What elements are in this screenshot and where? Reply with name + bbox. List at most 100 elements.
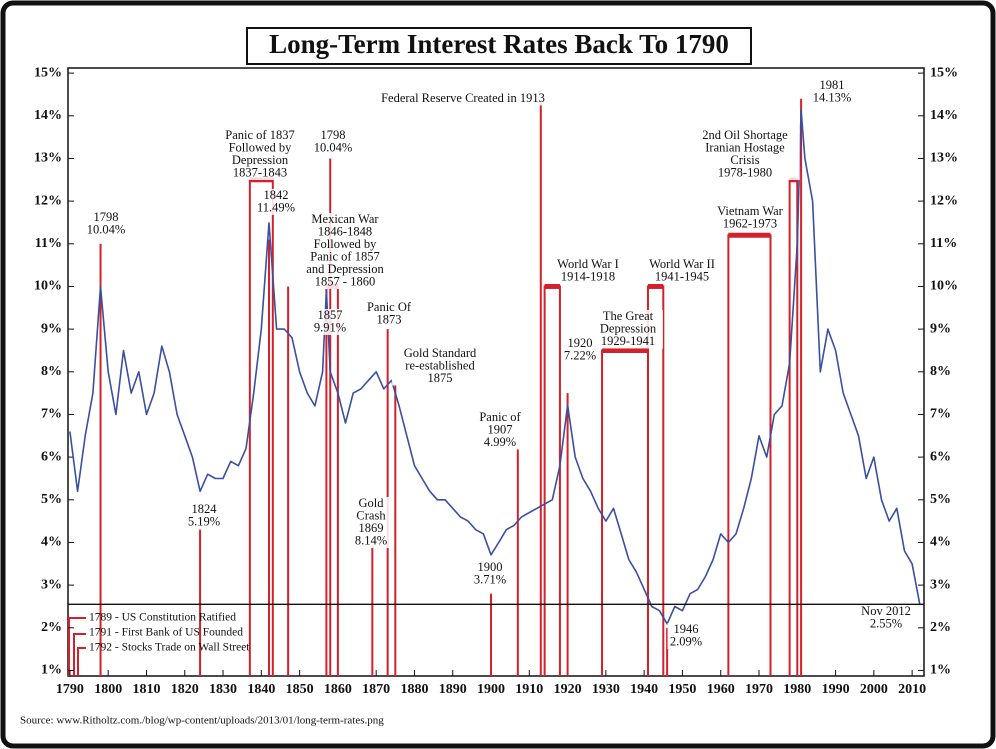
annotation: 1907	[488, 422, 513, 436]
y2-tick-label: 3%	[930, 577, 951, 592]
annotation: 9.91%	[314, 320, 346, 334]
x-tick-label: 1890	[439, 682, 467, 697]
x-tick-label: 1990	[822, 682, 850, 697]
y2-tick-label: 12%	[930, 193, 958, 208]
y2-tick-label: 4%	[930, 535, 951, 550]
x-tick-label: 1790	[56, 682, 84, 697]
x-tick-label: 1810	[132, 682, 160, 697]
annotation-bg	[549, 258, 627, 284]
y-tick-label: 8%	[41, 364, 62, 379]
annotation-bg	[358, 92, 568, 106]
y-tick-label: 5%	[41, 492, 62, 507]
note-marker	[68, 617, 86, 676]
x-tick-label: 1830	[209, 682, 237, 697]
note: 1789 - US Constitution Ratified	[89, 612, 236, 624]
annotation-bg	[471, 561, 509, 587]
annotation-bg	[254, 189, 298, 215]
y-tick-label: 1%	[41, 663, 62, 678]
annotation: Depression	[232, 153, 289, 167]
annotation: 11.49%	[257, 200, 295, 214]
y-tick-label: 10%	[34, 279, 62, 294]
annotation: Panic of 1837	[225, 128, 294, 142]
annotation: 1941-1945	[655, 269, 709, 283]
chart-title: Long-Term Interest Rates Back To 1790	[269, 29, 729, 59]
annotation: 1920	[568, 336, 593, 350]
annotation-bg	[352, 497, 390, 548]
x-tick-label: 1880	[400, 682, 428, 697]
x-tick-label: 1800	[94, 682, 122, 697]
annotation-bg	[296, 213, 394, 289]
x-tick-label: 1920	[554, 682, 582, 697]
annotation: 1875	[428, 371, 453, 385]
annotation-bg	[391, 347, 489, 386]
y2-tick-label: 5%	[930, 492, 951, 507]
annotation: Followed by	[229, 140, 293, 154]
annotation-bg	[561, 337, 599, 363]
note: 1792 - Stocks Trade on Wall Street	[89, 642, 250, 654]
annotation: 10.04%	[87, 222, 126, 236]
annotation-bg	[593, 310, 663, 349]
y-tick-label: 4%	[41, 535, 62, 550]
annotation: Crisis	[730, 153, 759, 167]
y-tick-label: 12%	[34, 193, 62, 208]
annotation: 1824	[192, 502, 218, 516]
annotation-bg	[360, 301, 418, 327]
x-tick-label: 2010	[898, 682, 926, 697]
annotation: Crash	[356, 508, 386, 522]
annotation: 2nd Oil Shortage	[702, 128, 788, 142]
x-tick-label: 1980	[783, 682, 811, 697]
y-tick-label: 11%	[35, 236, 62, 251]
annotation: 1978-1980	[718, 165, 772, 179]
annotation: Gold	[359, 496, 385, 510]
annotation: 3.71%	[474, 572, 506, 586]
y2-tick-label: 11%	[930, 236, 957, 251]
annotation: 2.55%	[870, 616, 902, 630]
y-tick-label: 14%	[34, 108, 62, 123]
annotation: 1798	[94, 210, 119, 224]
annotation: Vietnam War	[717, 204, 784, 218]
annotation: The Great	[603, 309, 654, 323]
annotation: 1798	[321, 128, 346, 142]
annotation-bg	[84, 211, 128, 237]
y2-tick-label: 1%	[930, 663, 951, 678]
x-tick-label: 1910	[515, 682, 543, 697]
note-marker	[77, 647, 86, 676]
annotation: 14.13%	[813, 90, 852, 104]
source: Source: www.Ritholtz.com./blog/wp-conten…	[20, 715, 384, 727]
annotation: 10.04%	[314, 140, 353, 154]
annotation: 1900	[478, 560, 503, 574]
y-tick-label: 9%	[41, 321, 62, 336]
annotation: 1837-1843	[233, 165, 287, 179]
x-tick-label: 1950	[668, 682, 696, 697]
x-tick-label: 1900	[477, 682, 505, 697]
note: 1791 - First Bank of US Founded	[89, 627, 243, 639]
annotation: Depression	[600, 321, 657, 335]
annotation: Mexican War	[311, 212, 379, 226]
y-tick-label: 7%	[41, 407, 62, 422]
x-tick-label: 1970	[745, 682, 773, 697]
annotation: 2.09%	[670, 634, 702, 648]
y-tick-label: 2%	[41, 620, 62, 635]
x-tick-label: 1870	[362, 682, 390, 697]
annotation-bg	[640, 258, 724, 284]
annotation: Nov 2012	[861, 604, 911, 618]
y2-tick-label: 6%	[930, 449, 951, 464]
annotation-bg	[667, 623, 705, 649]
annotation-bg	[215, 129, 305, 180]
y-tick-label: 15%	[34, 65, 62, 80]
y2-tick-label: 9%	[930, 321, 951, 336]
annotation: and Depression	[306, 262, 384, 276]
annotation-bg	[311, 309, 349, 335]
y-tick-label: 3%	[41, 577, 62, 592]
annotation: 1846-1848	[318, 224, 372, 238]
note-marker	[73, 633, 86, 676]
annotation-bg	[711, 205, 789, 231]
y2-tick-label: 14%	[930, 108, 958, 123]
y2-tick-label: 15%	[930, 65, 958, 80]
annotation: 1929-1941	[601, 334, 655, 348]
y2-tick-label: 7%	[930, 407, 951, 422]
annotation-bg	[185, 503, 223, 529]
annotation: Followed by	[314, 237, 378, 251]
y2-tick-label: 8%	[930, 364, 951, 379]
